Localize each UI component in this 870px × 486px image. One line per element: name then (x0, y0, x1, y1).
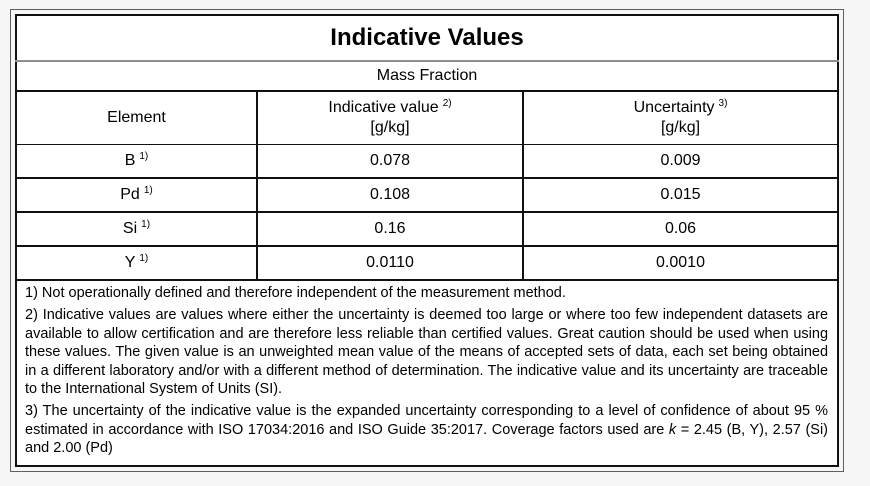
table-row: Si 1) 0.16 0.06 (16, 211, 839, 246)
column-header-uncertainty: Uncertainty 3) [g/kg] (521, 91, 839, 145)
indicative-value-cell: 0.078 (256, 144, 523, 178)
footnote-3: 3) The uncertainty of the indicative val… (25, 402, 828, 457)
coverage-factor-k: k (668, 421, 677, 438)
header-row: Element Indicative value 2) [g/kg] Uncert… (16, 91, 839, 145)
subtitle-row: Mass Fraction (16, 61, 839, 92)
uncertainty-cell: 0.0010 (521, 245, 839, 280)
indicative-values-table: Indicative Values Mass Fraction Element … (15, 14, 840, 467)
footnote-marker-2: 2) (442, 97, 452, 109)
table-outer-frame: Indicative Values Mass Fraction Element … (10, 9, 845, 472)
table-row: Y 1) 0.0110 0.0010 (16, 245, 839, 280)
footnote-marker-3: 3) (718, 97, 728, 109)
indicative-value-cell: 0.0110 (256, 245, 523, 280)
footnote-marker-1: 1) (139, 252, 149, 264)
element-cell: Si 1) (16, 211, 257, 246)
element-symbol: Si (122, 220, 138, 237)
indicative-value-cell: 0.16 (256, 211, 523, 246)
uncertainty-label-line: Uncertainty 3) (524, 98, 837, 118)
footnote-2: 2) Indicative values are values where ei… (25, 307, 829, 398)
element-symbol: Y (124, 254, 136, 271)
footnotes-row: 1) Not operationally defined and therefo… (16, 279, 839, 466)
indicative-value-cell: 0.108 (256, 177, 523, 212)
element-cell: B 1) (16, 145, 257, 179)
footnote-marker-1: 1) (141, 218, 151, 230)
table-title: Indicative Values (16, 15, 839, 62)
footnote-marker-1: 1) (143, 184, 153, 196)
footnote-marker-1: 1) (139, 150, 149, 162)
uncertainty-cell: 0.009 (521, 144, 839, 178)
element-symbol: Pd (120, 186, 140, 203)
title-row: Indicative Values (16, 15, 839, 62)
table-row: B 1) 0.078 0.009 (16, 144, 839, 179)
indicative-value-label: Indicative value (328, 99, 439, 116)
element-cell: Y 1) (16, 245, 257, 280)
column-header-element: Element (16, 91, 257, 145)
uncertainty-label: Uncertainty (633, 99, 715, 116)
footnote-1: 1) Not operationally defined and therefo… (25, 285, 566, 301)
indicative-value-label-line: Indicative value 2) (258, 98, 522, 118)
element-cell: Pd 1) (16, 177, 257, 212)
column-header-indicative-value: Indicative value 2) [g/kg] (256, 91, 523, 145)
indicative-value-unit: [g/kg] (370, 119, 410, 136)
uncertainty-unit: [g/kg] (660, 119, 701, 136)
footnotes-section: 1) Not operationally defined and therefo… (16, 279, 839, 466)
footnote-3-text-after: = 2.45 (B, Y), 2.57 (Si) and 2.00 (Pd) (25, 421, 829, 457)
table-subtitle: Mass Fraction (16, 61, 839, 92)
uncertainty-cell: 0.015 (521, 177, 839, 212)
uncertainty-cell: 0.06 (521, 211, 839, 246)
footnote-3-text-before: 3) The uncertainty of the indicative val… (25, 403, 829, 438)
table-row: Pd 1) 0.108 0.015 (16, 177, 839, 212)
element-symbol: B (124, 152, 136, 169)
